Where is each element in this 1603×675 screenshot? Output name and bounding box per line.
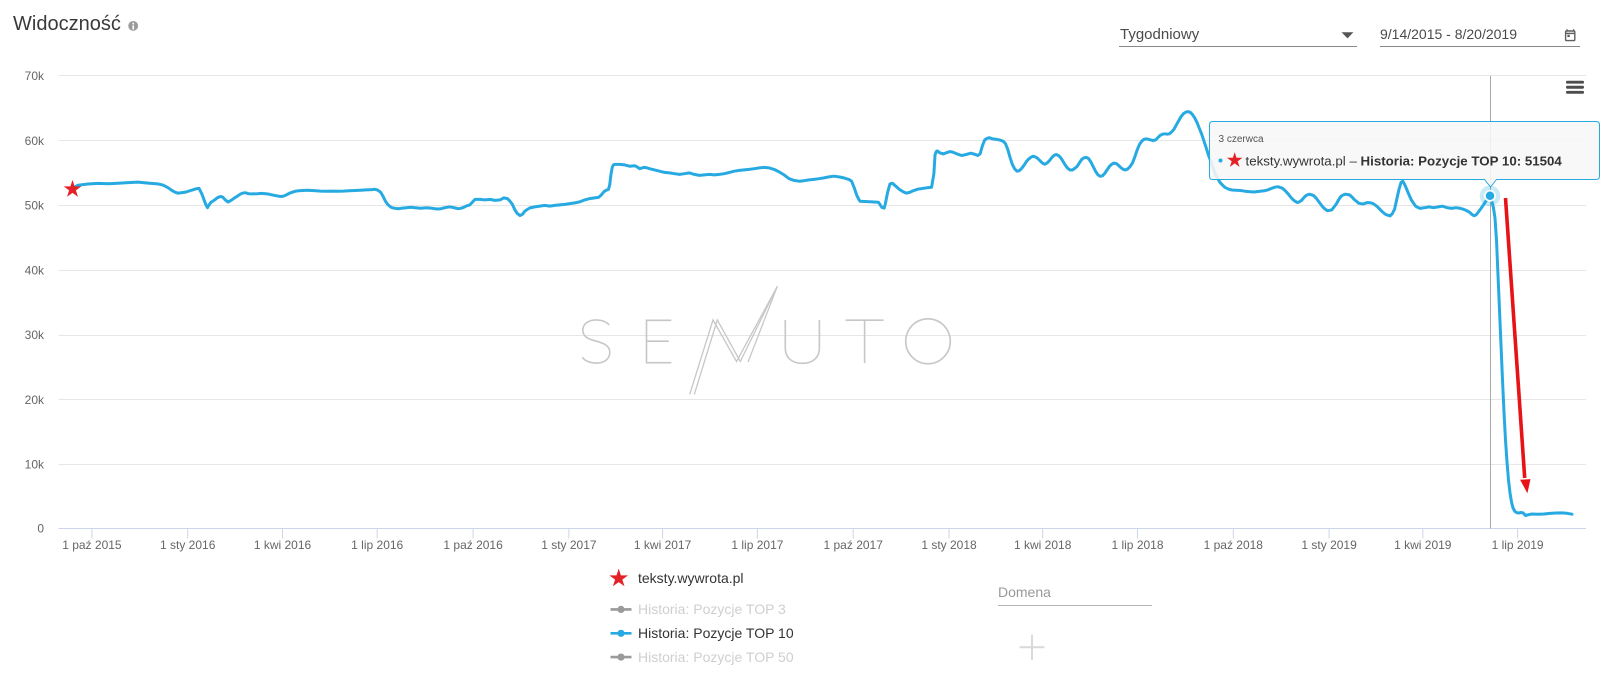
svg-text:10k: 10k <box>25 458 45 472</box>
svg-text:1 sty 2019: 1 sty 2019 <box>1301 538 1357 552</box>
svg-text:1 sty 2017: 1 sty 2017 <box>541 538 597 552</box>
svg-text:teksty.wywrota.pl – Historia:: teksty.wywrota.pl – Historia: Pozycje TO… <box>1246 154 1563 169</box>
svg-text:0: 0 <box>37 522 44 536</box>
svg-text:1 kwi 2019: 1 kwi 2019 <box>1394 538 1452 552</box>
svg-text:1 lip 2017: 1 lip 2017 <box>731 538 783 552</box>
svg-text:1 kwi 2016: 1 kwi 2016 <box>254 538 312 552</box>
svg-text:70k: 70k <box>25 69 45 83</box>
svg-text:60k: 60k <box>25 134 45 148</box>
svg-text:1 lip 2019: 1 lip 2019 <box>1492 538 1544 552</box>
svg-text:1 paź 2017: 1 paź 2017 <box>824 538 884 552</box>
svg-text:1 paź 2018: 1 paź 2018 <box>1204 538 1264 552</box>
svg-text:40k: 40k <box>25 263 45 277</box>
svg-text:1 paź 2015: 1 paź 2015 <box>62 538 122 552</box>
svg-text:1 sty 2018: 1 sty 2018 <box>921 538 977 552</box>
svg-text:1 paź 2016: 1 paź 2016 <box>443 538 503 552</box>
svg-text:20k: 20k <box>25 393 45 407</box>
svg-text:3 czerwca: 3 czerwca <box>1219 134 1264 145</box>
svg-text:1 kwi 2018: 1 kwi 2018 <box>1014 538 1072 552</box>
svg-text:50k: 50k <box>25 199 45 213</box>
svg-text:1 kwi 2017: 1 kwi 2017 <box>634 538 692 552</box>
svg-text:30k: 30k <box>25 328 45 342</box>
svg-text:1 lip 2018: 1 lip 2018 <box>1111 538 1163 552</box>
svg-text:1 sty 2016: 1 sty 2016 <box>160 538 216 552</box>
svg-text:1 lip 2016: 1 lip 2016 <box>351 538 403 552</box>
